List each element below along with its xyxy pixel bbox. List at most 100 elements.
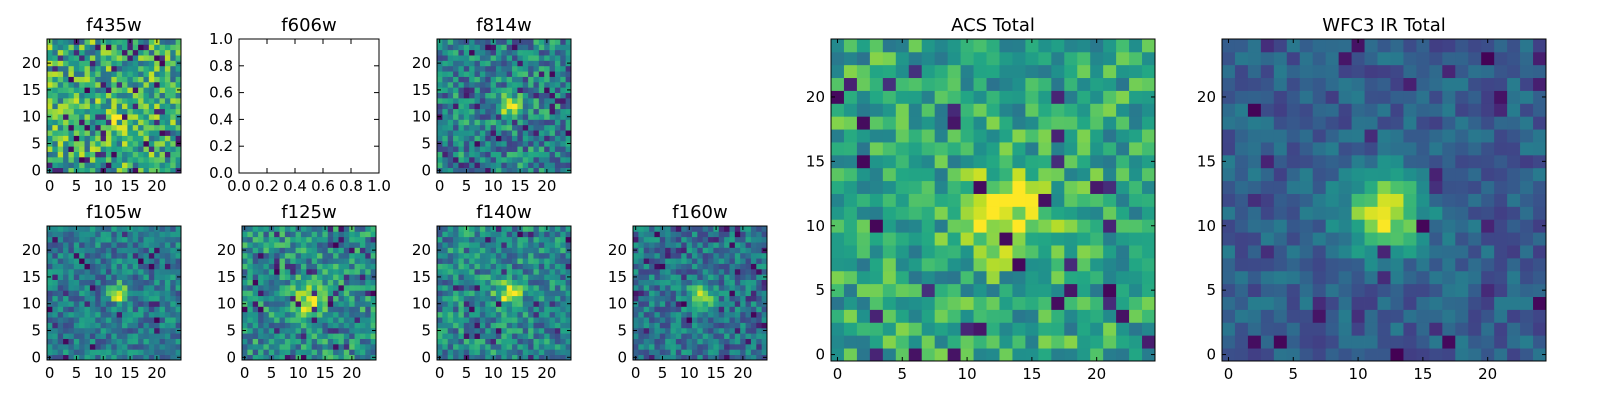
- heatmap-cell: [268, 349, 275, 356]
- heatmap-cell: [697, 231, 704, 238]
- heatmap-cell: [447, 242, 454, 248]
- heatmap-cell: [122, 338, 128, 345]
- heatmap-cell: [458, 92, 465, 99]
- heatmap-cell: [333, 290, 339, 297]
- heatmap-cell: [100, 247, 107, 254]
- heatmap-cell: [544, 44, 550, 51]
- heatmap-cell: [159, 44, 166, 51]
- heatmap-cell: [354, 231, 361, 238]
- heatmap-cell: [921, 193, 936, 207]
- heatmap-cell: [354, 226, 361, 232]
- heatmap-cell: [1103, 129, 1117, 143]
- heatmap-cell: [333, 338, 339, 345]
- heatmap-cell: [164, 306, 171, 313]
- heatmap-cell: [882, 232, 897, 246]
- heatmap-cell: [143, 156, 150, 163]
- heatmap-cell: [111, 130, 118, 136]
- heatmap-cell: [1494, 219, 1508, 233]
- heatmap-cell: [365, 231, 372, 238]
- heatmap-cell: [740, 263, 746, 270]
- heatmap-cell: [73, 97, 80, 104]
- heatmap-cell: [295, 349, 302, 356]
- heatmap-cell: [1012, 154, 1026, 169]
- heatmap-cell: [290, 242, 296, 248]
- heatmap-cell: [458, 226, 465, 232]
- heatmap-cell: [921, 206, 936, 220]
- heatmap-cell: [665, 306, 671, 313]
- heatmap-cell: [279, 247, 286, 254]
- heatmap-cell: [718, 268, 725, 275]
- heatmap-cell: [490, 65, 497, 72]
- heatmap-cell: [57, 295, 64, 302]
- heatmap-cell: [843, 245, 858, 259]
- heatmap-cell: [132, 236, 139, 243]
- heatmap-cell: [458, 146, 465, 152]
- heatmap-cell: [633, 317, 639, 323]
- heatmap-cell: [127, 317, 134, 323]
- heatmap-cell: [453, 49, 459, 56]
- heatmap-cell: [105, 81, 112, 88]
- panel-title: f125w: [281, 202, 336, 223]
- heatmap-cell: [447, 97, 454, 104]
- heatmap-cell: [68, 140, 75, 147]
- heatmap-cell: [1025, 77, 1039, 91]
- heatmap-cell: [713, 295, 720, 302]
- heatmap-cell: [79, 55, 85, 61]
- heatmap-cell: [148, 156, 155, 163]
- heatmap-cell: [960, 90, 974, 104]
- heatmap-cell: [95, 108, 101, 115]
- heatmap-cell: [560, 55, 567, 61]
- axes-frame: [241, 225, 377, 361]
- heatmap-cell: [164, 162, 171, 169]
- heatmap-cell: [506, 87, 513, 93]
- heatmap-cell: [921, 64, 936, 79]
- heatmap-cell: [1299, 309, 1314, 323]
- heatmap-cell: [1103, 90, 1117, 104]
- heatmap-cell: [479, 333, 486, 339]
- heatmap-cell: [517, 81, 524, 88]
- heatmap-cell: [986, 219, 1000, 233]
- heatmap-cell: [1116, 232, 1130, 246]
- heatmap-cell: [63, 247, 69, 254]
- heatmap-cell: [100, 114, 107, 120]
- heatmap-cell: [745, 258, 752, 264]
- heatmap-cell: [122, 124, 128, 131]
- heatmap-cell: [843, 206, 858, 220]
- heatmap-cell: [1468, 232, 1482, 246]
- heatmap-cell: [506, 290, 513, 297]
- heatmap-cell: [57, 135, 64, 142]
- heatmap-cell: [908, 154, 923, 169]
- heatmap-cell: [908, 90, 923, 104]
- heatmap-cell: [517, 284, 524, 291]
- heatmap-cell: [506, 81, 513, 88]
- heatmap-cell: [506, 108, 513, 115]
- heatmap-cell: [338, 279, 345, 286]
- heatmap-cell: [437, 103, 443, 110]
- heatmap-cell: [343, 306, 350, 313]
- y-tick-label: 0: [31, 348, 41, 366]
- heatmap-cell: [458, 49, 465, 56]
- heatmap-cell: [1455, 348, 1469, 362]
- heatmap-cell: [1142, 180, 1156, 194]
- heatmap-cell: [284, 231, 291, 238]
- heatmap-cell: [538, 242, 545, 248]
- heatmap-cell: [1025, 167, 1039, 182]
- heatmap-cell: [665, 349, 671, 356]
- heatmap-cell: [79, 263, 85, 270]
- heatmap-cell: [84, 252, 91, 259]
- heatmap-cell: [437, 81, 443, 88]
- panel-title: ACS Total: [951, 15, 1035, 36]
- heatmap-cell: [554, 151, 561, 158]
- heatmap-cell: [89, 274, 96, 280]
- heatmap-cell: [554, 108, 561, 115]
- heatmap-cell: [528, 236, 534, 243]
- heatmap-cell: [73, 252, 80, 259]
- heatmap-cell: [68, 343, 75, 350]
- heatmap-cell: [89, 268, 96, 275]
- heatmap-cell: [659, 242, 666, 248]
- heatmap-cell: [268, 295, 275, 302]
- heatmap-cell: [338, 258, 345, 264]
- heatmap-cell: [474, 81, 481, 88]
- heatmap-cell: [973, 219, 987, 233]
- heatmap-cell: [164, 343, 171, 350]
